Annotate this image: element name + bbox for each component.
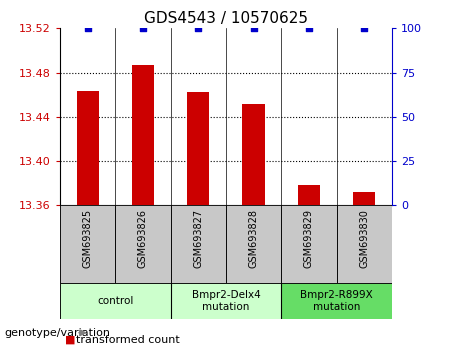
Text: Bmpr2-Delx4
mutation: Bmpr2-Delx4 mutation bbox=[191, 290, 260, 312]
Text: GSM693826: GSM693826 bbox=[138, 209, 148, 268]
Point bbox=[361, 25, 368, 31]
Title: GDS4543 / 10570625: GDS4543 / 10570625 bbox=[144, 11, 308, 26]
Text: GSM693828: GSM693828 bbox=[248, 209, 259, 268]
Bar bbox=[60, 283, 171, 319]
Text: GSM693830: GSM693830 bbox=[359, 209, 369, 268]
Bar bbox=[60, 205, 115, 283]
Bar bbox=[281, 205, 337, 283]
Bar bbox=[187, 92, 209, 205]
Text: transformed count: transformed count bbox=[76, 335, 180, 345]
Text: GSM693827: GSM693827 bbox=[193, 209, 203, 268]
Point bbox=[250, 25, 257, 31]
Bar bbox=[171, 283, 281, 319]
Text: control: control bbox=[97, 296, 133, 306]
Bar bbox=[171, 205, 226, 283]
Text: ■: ■ bbox=[65, 335, 75, 345]
Text: genotype/variation: genotype/variation bbox=[5, 328, 111, 338]
Bar bbox=[226, 205, 281, 283]
Bar bbox=[132, 65, 154, 205]
Point bbox=[84, 25, 91, 31]
Text: GSM693829: GSM693829 bbox=[304, 209, 314, 268]
Bar bbox=[298, 185, 320, 205]
Text: GSM693825: GSM693825 bbox=[83, 209, 93, 268]
Point bbox=[305, 25, 313, 31]
Bar bbox=[281, 283, 392, 319]
Bar bbox=[77, 91, 99, 205]
Text: Bmpr2-R899X
mutation: Bmpr2-R899X mutation bbox=[300, 290, 373, 312]
Bar bbox=[337, 205, 392, 283]
Bar bbox=[242, 103, 265, 205]
Point bbox=[195, 25, 202, 31]
Bar bbox=[353, 192, 375, 205]
Point bbox=[139, 25, 147, 31]
Bar bbox=[115, 205, 171, 283]
